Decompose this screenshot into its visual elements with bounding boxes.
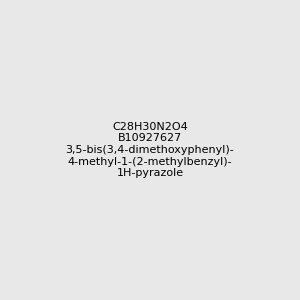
Text: C28H30N2O4
B10927627
3,5-bis(3,4-dimethoxyphenyl)-
4-methyl-1-(2-methylbenzyl)-
: C28H30N2O4 B10927627 3,5-bis(3,4-dimetho… <box>66 122 234 178</box>
